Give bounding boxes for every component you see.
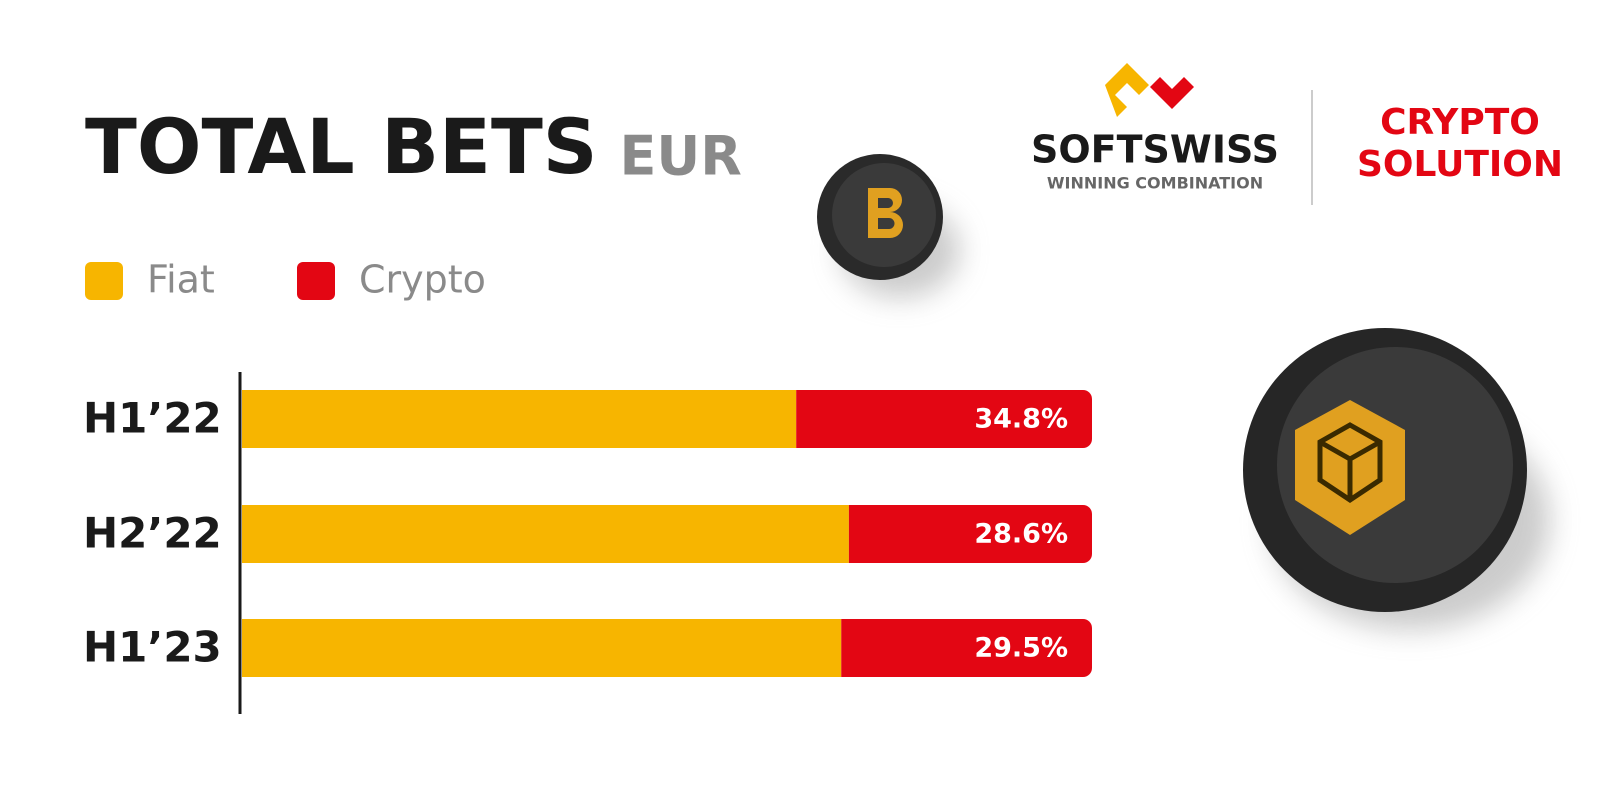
tagline: WINNING COMBINATION bbox=[1047, 174, 1263, 193]
bar-segment bbox=[796, 390, 1092, 448]
category-label: H1’22 bbox=[83, 394, 222, 443]
value-label: 29.5% bbox=[974, 633, 1068, 664]
bitcoin-coin bbox=[817, 154, 960, 298]
bnb-coin bbox=[1243, 328, 1550, 630]
product-line: SOLUTION bbox=[1357, 144, 1563, 185]
bar-segment bbox=[841, 619, 1092, 677]
brand: SOFTSWISS bbox=[1031, 128, 1279, 172]
bar-segment bbox=[242, 619, 842, 677]
bar-segment bbox=[848, 505, 1092, 563]
legend-swatch bbox=[85, 262, 123, 300]
title: TOTAL BETS bbox=[85, 102, 598, 191]
category-label: H1’23 bbox=[83, 623, 222, 672]
legend-label: Crypto bbox=[359, 258, 486, 302]
product-line: CRYPTO bbox=[1380, 102, 1540, 143]
bar-segment bbox=[242, 505, 849, 563]
value-label: 34.8% bbox=[974, 404, 1068, 435]
bar-segment bbox=[242, 390, 797, 448]
category-label: H2’22 bbox=[83, 509, 222, 558]
legend-swatch bbox=[297, 262, 335, 300]
logo-icon bbox=[1105, 63, 1194, 117]
unit: EUR bbox=[620, 125, 742, 188]
value-label: 28.6% bbox=[974, 519, 1068, 550]
legend-label: Fiat bbox=[147, 258, 215, 302]
